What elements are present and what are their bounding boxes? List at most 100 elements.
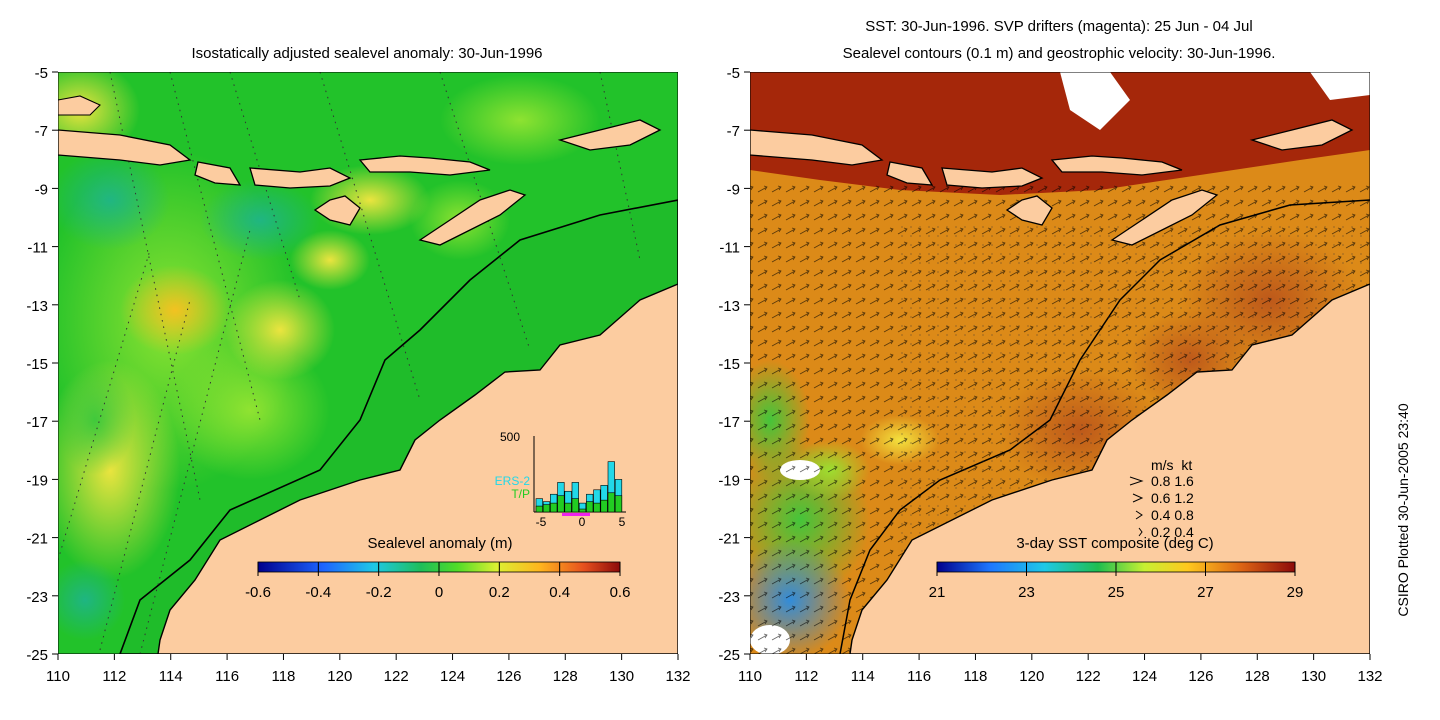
sst-lat-axis: -5 -7 -9 -11 -13 -15 -17 -19 -21 -23 -25	[718, 65, 750, 664]
sla-lat-tick-label: -17	[26, 414, 48, 431]
sst-colorbar-ticks: 21 23 25 27 29	[929, 562, 1304, 601]
velocity-legend-row: 0.8 1.6	[1151, 473, 1194, 489]
sla-colorbar-tick-label: 0	[435, 584, 443, 601]
sst-colorbar-tick-label: 21	[929, 584, 946, 601]
velocity-legend-row: 0.2 0.4	[1151, 524, 1194, 540]
inset-bar-tp	[564, 502, 572, 513]
sst-lon-tick-label: 122	[1076, 668, 1101, 685]
sla-colorbar: Sealevel anomaly (m) -0.6 -0.4 -0.2 0 0.2 0.4…	[245, 535, 630, 601]
sst-lon-tick-label: 124	[1132, 668, 1157, 685]
sst-colorbar: 3-day SST composite (deg C) 21 23 25 27 29	[929, 535, 1304, 601]
sla-lon-tick-label: 116	[215, 668, 239, 685]
inset-bar-tp	[550, 502, 558, 513]
velocity-legend-arrow	[1135, 510, 1143, 520]
inset-bar-tp	[593, 502, 601, 513]
sla-lon-tick-label: 110	[46, 668, 70, 685]
sla-colorbar-tick-label: 0.6	[610, 584, 631, 601]
sst-colorbar-label: 3-day SST composite (deg C)	[1016, 535, 1213, 552]
sla-lon-tick-label: 132	[665, 668, 690, 685]
sla-lat-tick-label: -15	[26, 356, 48, 373]
sla-map-panel: Isostatically adjusted sealevel anomaly:…	[26, 45, 690, 685]
inset-x-ticks: -5 0 5	[536, 515, 626, 529]
sst-lat-tick-label: -11	[719, 240, 740, 257]
sla-colorbar-label: Sealevel anomaly (m)	[367, 535, 512, 552]
sla-lon-tick-label: 122	[384, 668, 409, 685]
inset-bar-tp	[542, 504, 551, 513]
sst-lat-tick-label: -21	[718, 531, 740, 548]
inset-bar-tp	[535, 505, 543, 513]
velocity-legend: m/s kt 0.8 1.60.6 1.20.4 0.80.2 0.4	[1129, 457, 1194, 540]
sla-lon-tick-label: 114	[159, 668, 183, 685]
drifter-window-marker	[562, 513, 590, 516]
inset-series-tp: T/P	[511, 487, 530, 501]
sla-colorbar-ticks: -0.6 -0.4 -0.2 0 0.2 0.4 0.6	[245, 562, 630, 601]
sla-lat-tick-label: -25	[26, 647, 48, 664]
inset-bar-tp	[571, 498, 579, 513]
velocity-legend-arrow	[1132, 493, 1144, 503]
sst-lon-tick-label: 112	[794, 668, 818, 685]
sla-lat-tick-label: -19	[26, 472, 48, 489]
velocity-legend-row: 0.6 1.2	[1151, 490, 1194, 506]
sst-colorbar-tick-label: 29	[1287, 584, 1304, 601]
sst-colorbar-tick-label: 23	[1018, 584, 1035, 601]
inset-bar-tp	[607, 492, 615, 513]
inset-series-ers2: ERS-2	[495, 474, 531, 488]
sla-lat-tick-label: -21	[26, 531, 48, 548]
sla-lon-tick-label: 128	[553, 668, 578, 685]
sla-lon-tick-label: 130	[609, 668, 634, 685]
sst-lon-tick-label: 130	[1301, 668, 1326, 685]
sst-map-field	[750, 72, 1370, 654]
sla-lon-tick-label: 126	[496, 668, 521, 685]
sla-lat-tick-label: -13	[26, 298, 48, 315]
sst-colorbar-tick-label: 25	[1108, 584, 1125, 601]
sla-lon-tick-label: 124	[440, 668, 465, 685]
sst-colorbar-tick-label: 27	[1197, 584, 1214, 601]
sst-lat-tick-label: -25	[718, 647, 740, 664]
sla-lon-tick-label: 118	[271, 668, 295, 685]
sla-map-field	[58, 72, 678, 654]
inset-x-tick-label: 0	[579, 515, 586, 529]
sla-colorbar-tick-label: -0.6	[245, 584, 271, 601]
sst-lat-tick-label: -9	[727, 181, 740, 198]
inset-bar-tp	[557, 495, 565, 513]
sst-lat-tick-label: -15	[718, 356, 740, 373]
velocity-legend-arrow	[1129, 476, 1144, 486]
sst-lat-tick-label: -23	[718, 589, 740, 606]
sst-lat-tick-label: -5	[727, 65, 740, 82]
sla-lat-tick-label: -23	[26, 589, 48, 606]
inset-x-tick-label: 5	[619, 515, 626, 529]
sla-lat-tick-label: -9	[35, 181, 48, 198]
inset-bar-tp	[578, 508, 587, 513]
sla-map-title: Isostatically adjusted sealevel anomaly:…	[191, 45, 542, 62]
sla-colorbar-tick-label: -0.2	[366, 584, 392, 601]
sst-lat-tick-label: -7	[727, 123, 740, 140]
velocity-legend-arrow	[1138, 527, 1143, 537]
inset-bar-tp	[614, 495, 623, 513]
sst-map-panel: SST: 30-Jun-1996. SVP drifters (magenta)…	[718, 18, 1382, 685]
velocity-legend-row: 0.4 0.8	[1151, 507, 1194, 523]
sst-lon-tick-label: 126	[1188, 668, 1213, 685]
sla-lat-tick-label: -11	[27, 240, 48, 257]
sla-lat-tick-label: -7	[35, 123, 48, 140]
inset-bar-tp	[586, 501, 594, 513]
sst-map-title-line2: Sealevel contours (0.1 m) and geostrophi…	[843, 45, 1276, 62]
inset-x-tick-label: -5	[536, 515, 547, 529]
inset-ymax-label: 500	[500, 430, 520, 444]
sst-lon-tick-label: 118	[963, 668, 987, 685]
plot-credit: CSIRO Plotted 30-Jun-2005 23:40	[1395, 403, 1411, 616]
sst-lon-tick-label: 132	[1357, 668, 1382, 685]
sst-lat-tick-label: -17	[718, 414, 740, 431]
inset-bars	[535, 461, 623, 513]
sst-lon-tick-label: 128	[1245, 668, 1270, 685]
sst-lon-tick-label: 120	[1019, 668, 1044, 685]
sst-lat-tick-label: -19	[718, 472, 740, 489]
sla-lon-tick-label: 120	[327, 668, 352, 685]
sla-lon-tick-label: 112	[102, 668, 126, 685]
altimeter-inset: 500 ERS-2 T/P -5 0 5	[495, 430, 626, 529]
sst-lon-axis: 110 112 114 116 118 120 122 124 126 128 130 132	[738, 654, 1383, 685]
inset-bar-tp	[600, 499, 608, 513]
sla-colorbar-tick-label: -0.4	[305, 584, 331, 601]
sla-colorbar-tick-label: 0.4	[549, 584, 570, 601]
sst-lon-tick-label: 114	[851, 668, 875, 685]
